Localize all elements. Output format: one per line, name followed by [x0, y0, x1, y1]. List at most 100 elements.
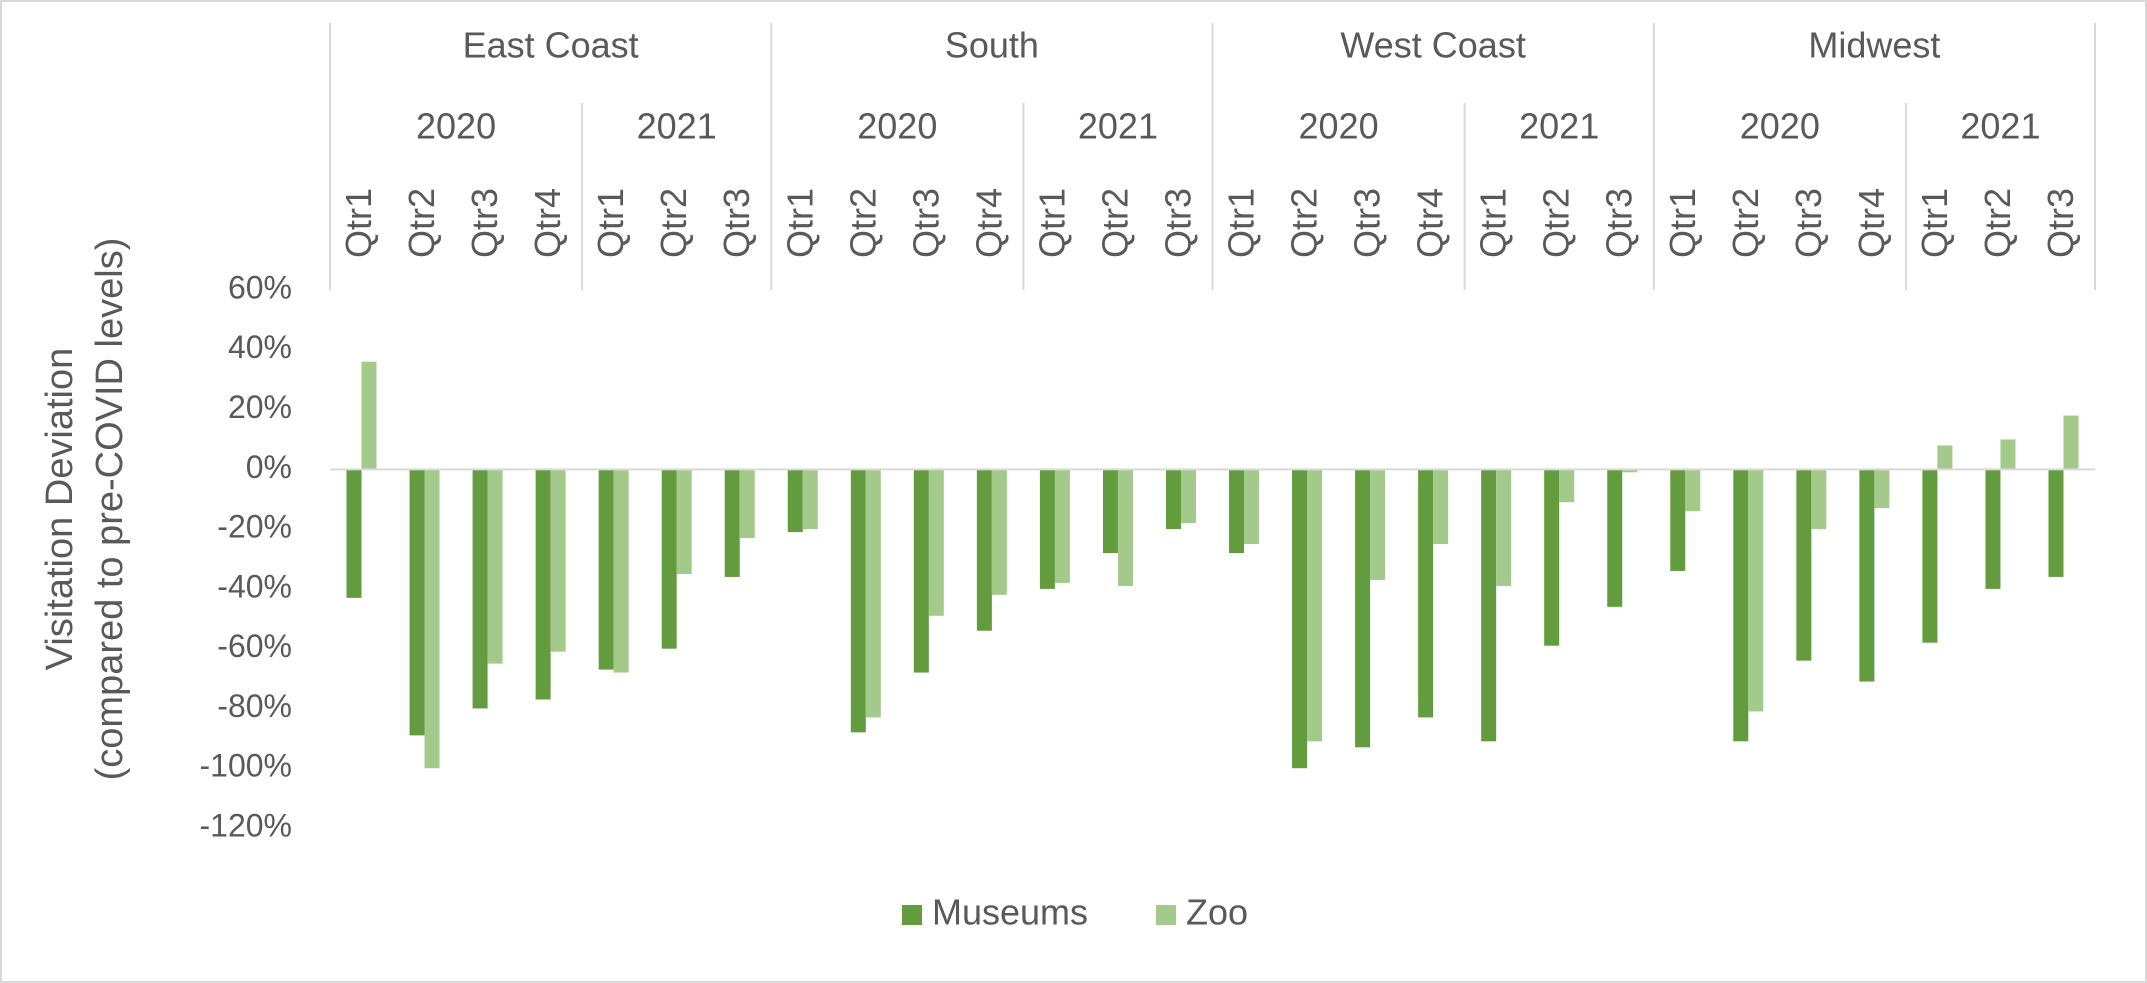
bar [1559, 469, 1575, 503]
x-tick-label: Qtr3 [464, 188, 505, 258]
year-label: 2020 [857, 106, 937, 147]
x-tick-label: Qtr1 [338, 188, 379, 258]
bar [1748, 469, 1764, 712]
bar [361, 361, 377, 470]
year-label: 2021 [637, 106, 717, 147]
bar [928, 469, 944, 616]
year-label: 2021 [1960, 106, 2040, 147]
bar [1244, 469, 1260, 545]
bar [1229, 469, 1245, 554]
y-tick-label: -60% [217, 628, 292, 664]
year-label: 2021 [1078, 106, 1158, 147]
bar [613, 469, 629, 673]
bar [976, 469, 992, 631]
year-label: 2020 [1740, 106, 1820, 147]
bar [1859, 469, 1875, 682]
x-tick-label: Qtr1 [590, 188, 631, 258]
x-tick-label: Qtr2 [401, 188, 442, 258]
bar [346, 469, 362, 598]
y-tick-label: 0% [246, 449, 292, 485]
bar [802, 469, 818, 530]
region-label: East Coast [463, 25, 639, 66]
bar [661, 469, 677, 649]
bar [1418, 469, 1434, 718]
y-tick-label: -120% [200, 807, 293, 843]
bar [1796, 469, 1812, 661]
bar [1292, 469, 1308, 769]
bar [1985, 469, 2001, 589]
x-tick-label: Qtr3 [905, 188, 946, 258]
year-label: 2021 [1519, 106, 1599, 147]
bar [472, 469, 488, 709]
bar [1937, 445, 1953, 470]
bar [865, 469, 881, 718]
legend-label: Museums [932, 892, 1088, 933]
year-label: 2020 [416, 106, 496, 147]
x-tick-label: Qtr2 [1536, 188, 1577, 258]
bar [550, 469, 566, 652]
bar [991, 469, 1007, 595]
y-tick-label: -20% [217, 509, 292, 545]
bar [1165, 469, 1181, 530]
x-tick-label: Qtr3 [1157, 188, 1198, 258]
x-tick-label: Qtr1 [1662, 188, 1703, 258]
region-label: West Coast [1340, 25, 1525, 66]
legend-swatch [1156, 905, 1176, 925]
bar [1102, 469, 1118, 554]
bar [1433, 469, 1449, 545]
y-axis-title: Visitation Deviation [39, 348, 81, 670]
year-label: 2020 [1299, 106, 1379, 147]
bar [1733, 469, 1749, 742]
x-tick-label: Qtr4 [1410, 188, 1451, 258]
x-tick-label: Qtr4 [968, 188, 1009, 258]
legend-label: Zoo [1186, 892, 1248, 933]
bar [1180, 469, 1196, 524]
x-tick-label: Qtr1 [1914, 188, 1955, 258]
bar [535, 469, 551, 700]
bar [1622, 469, 1638, 473]
bar [724, 469, 740, 577]
y-tick-label: 20% [228, 389, 292, 425]
y-tick-label: -80% [217, 688, 292, 724]
bar [1481, 469, 1497, 742]
bar [1811, 469, 1827, 530]
x-tick-label: Qtr1 [1031, 188, 1072, 258]
x-tick-label: Qtr3 [2040, 188, 2081, 258]
x-tick-label: Qtr1 [1473, 188, 1514, 258]
bar [1496, 469, 1512, 586]
bar [1117, 469, 1133, 586]
x-tick-label: Qtr1 [779, 188, 820, 258]
y-axis-title: (compared to pre-COVID levels) [89, 238, 131, 781]
x-tick-label: Qtr4 [527, 188, 568, 258]
x-tick-label: Qtr2 [1725, 188, 1766, 258]
bar [850, 469, 866, 733]
x-tick-label: Qtr3 [716, 188, 757, 258]
bar [1922, 469, 1938, 643]
bar [913, 469, 929, 673]
region-label: Midwest [1808, 25, 1940, 66]
bar [424, 469, 440, 769]
x-tick-label: Qtr2 [653, 188, 694, 258]
bar [409, 469, 425, 736]
bar [2000, 439, 2016, 470]
bar [487, 469, 503, 664]
bar [1370, 469, 1386, 580]
x-tick-label: Qtr2 [1284, 188, 1325, 258]
x-tick-label: Qtr3 [1788, 188, 1829, 258]
y-tick-label: 40% [228, 329, 292, 365]
bar [1355, 469, 1371, 748]
bar [676, 469, 692, 574]
bar [598, 469, 614, 670]
x-tick-label: Qtr1 [1221, 188, 1262, 258]
y-tick-label: -40% [217, 568, 292, 604]
x-tick-label: Qtr2 [842, 188, 883, 258]
bar [2063, 415, 2079, 470]
x-tick-label: Qtr4 [1851, 188, 1892, 258]
x-tick-label: Qtr3 [1599, 188, 1640, 258]
bar [1874, 469, 1890, 509]
bar [739, 469, 755, 539]
x-tick-label: Qtr3 [1347, 188, 1388, 258]
y-tick-label: 60% [228, 269, 292, 305]
x-tick-label: Qtr2 [1977, 188, 2018, 258]
